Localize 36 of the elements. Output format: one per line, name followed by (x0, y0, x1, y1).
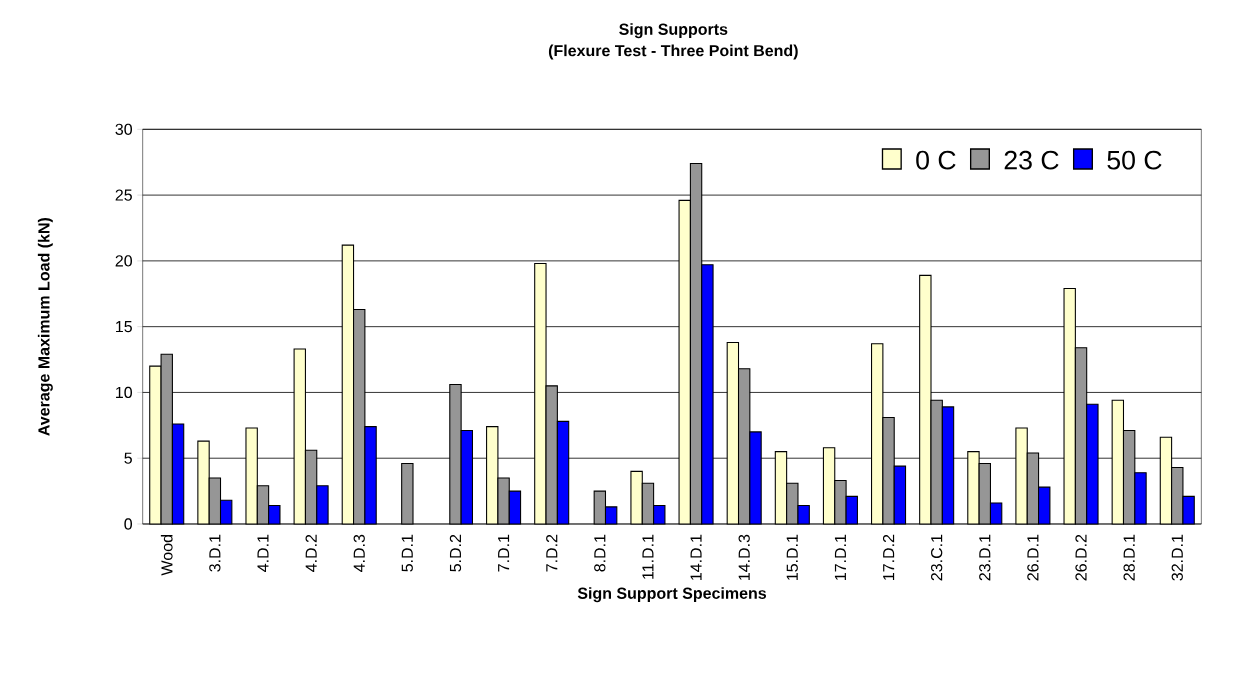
x-tick-label: 15.D.1 (786, 534, 798, 580)
y-tick-label: 15 (116, 321, 132, 333)
chart-title: Sign Supports (619, 23, 728, 39)
x-tick-label: 26.D.1 (1027, 534, 1039, 581)
x-tick-label: 4.D.2 (305, 534, 317, 572)
x-tick-label: 17.D.2 (882, 534, 895, 580)
x-tick-label: 5.D.1 (401, 534, 413, 572)
x-tick-label: 28.D.1 (1123, 534, 1135, 581)
x-axis-title: Sign Support Specimens (577, 587, 767, 603)
x-tick-label: 4.D.3 (353, 534, 365, 572)
legend-label: 23 C (1004, 150, 1059, 170)
legend-label: 50 C (1107, 150, 1162, 170)
y-tick-label: 5 (124, 452, 132, 464)
x-tick-label: 4.D.1 (257, 534, 269, 572)
x-tick-label: 32.D.1 (1171, 534, 1183, 581)
x-tick-label: 14.D.3 (738, 534, 750, 580)
y-tick-label: 30 (115, 123, 133, 135)
x-tick-label: 17.D.1 (834, 534, 846, 580)
y-tick-label: 20 (115, 255, 133, 267)
x-tick-label: 23.D.1 (979, 534, 991, 581)
chart-subtitle: (Flexure Test - Three Point Bend) (548, 44, 798, 60)
x-tick-label: 7.D.1 (498, 534, 510, 572)
x-tick-label: 7.D.2 (546, 534, 558, 572)
x-tick-label: 8.D.1 (594, 534, 606, 572)
y-axis-title: Average Maximum Load (kN) (37, 217, 53, 436)
x-tick-label: 23.C.1 (931, 534, 943, 581)
x-tick-label: 14.D.1 (690, 534, 702, 580)
x-tick-label: Wood (160, 535, 173, 576)
y-tick-label: 25 (115, 189, 132, 201)
y-tick-label: 0 (124, 518, 133, 530)
x-tick-label: 11.D.1 (642, 534, 654, 579)
y-tick-label: 10 (116, 386, 133, 399)
legend-label: 0 C (916, 150, 956, 170)
x-tick-label: 5.D.2 (449, 534, 462, 572)
x-tick-label: 3.D.1 (209, 534, 221, 572)
x-tick-label: 26.D.2 (1075, 534, 1087, 581)
